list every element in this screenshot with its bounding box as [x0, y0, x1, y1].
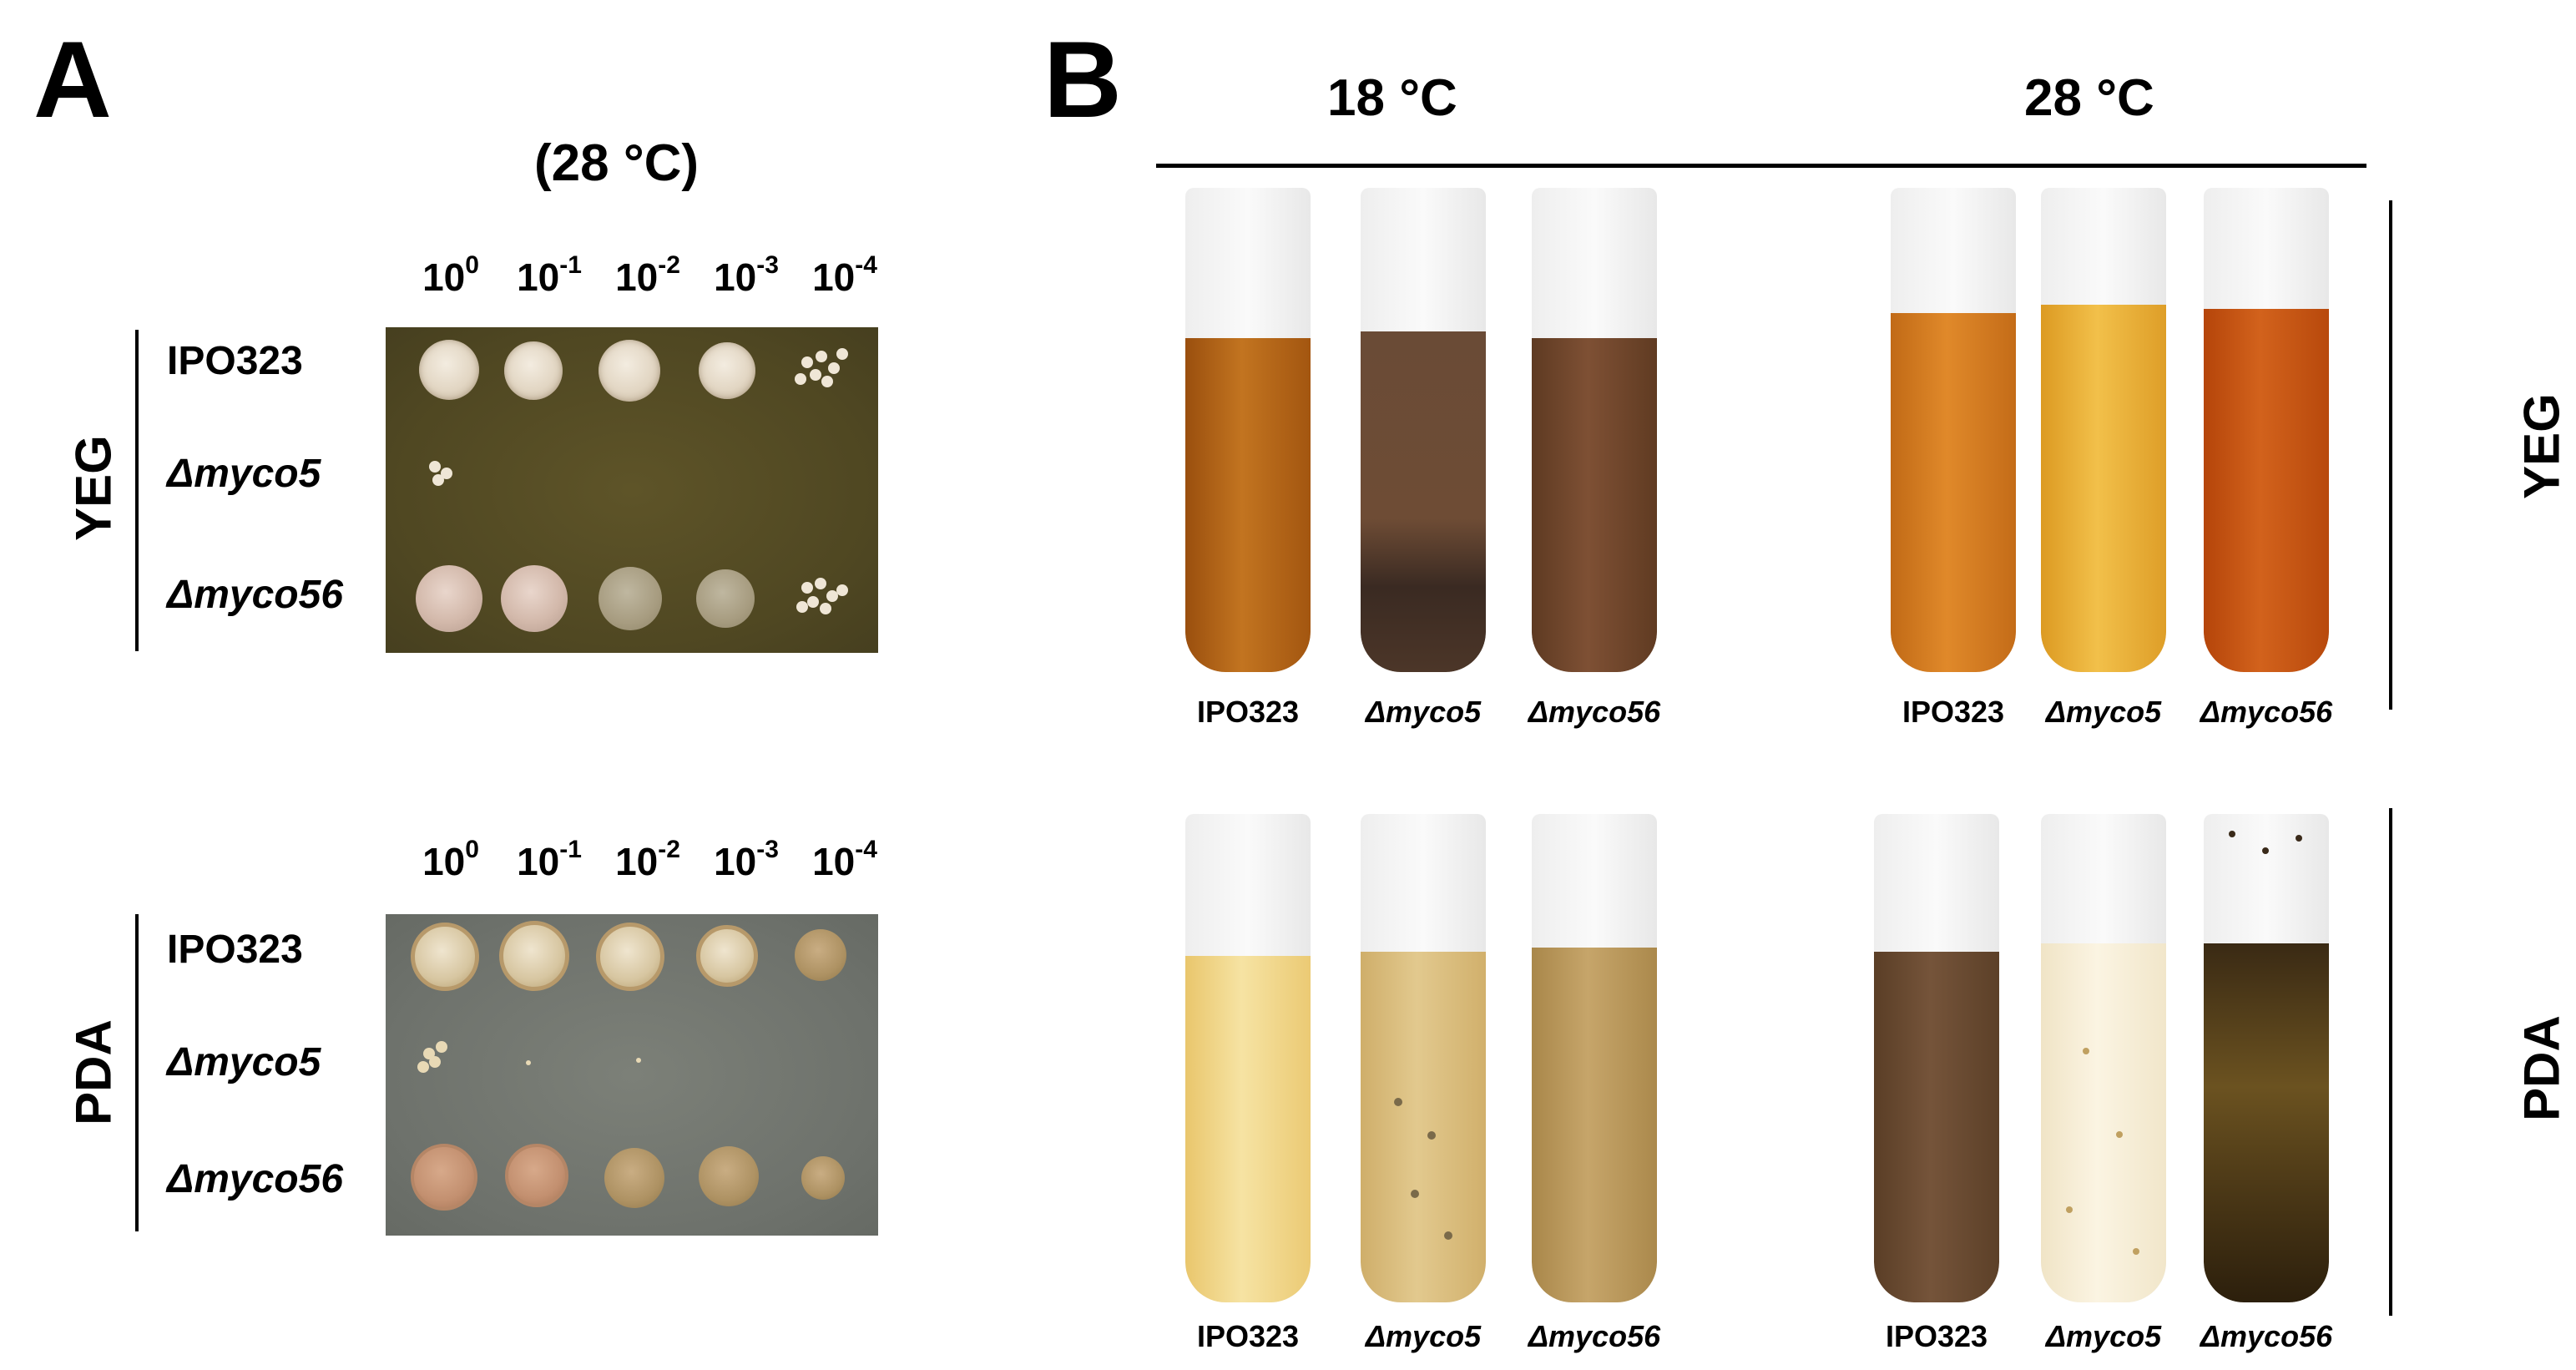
dilution-label: 100 [422, 251, 479, 299]
culture-tube [1361, 188, 1486, 672]
yeg-bracket [135, 330, 139, 651]
tube-label-myco5: Δmyco5 [1365, 1319, 1482, 1353]
colony-spot [411, 1144, 477, 1211]
colony-spot [501, 565, 568, 632]
colony-spot [419, 340, 479, 400]
colony-spot [416, 565, 482, 632]
colony-spot [604, 1148, 664, 1208]
dilution-label: 10-2 [615, 251, 680, 299]
culture-tube [1361, 814, 1486, 1302]
strain-label-myco56: Δmyco56 [167, 1157, 344, 1201]
dilution-label: 10-3 [714, 251, 779, 299]
yeg-bracket-b [2389, 200, 2392, 710]
dilution-label: 10-3 [714, 836, 779, 883]
tube-label-myco5: Δmyco5 [2045, 1319, 2162, 1353]
colony-spot [504, 341, 563, 400]
tube-label-ipo323: IPO323 [1902, 695, 2005, 729]
pda-bracket-b [2389, 808, 2392, 1316]
dilution-label: 10-1 [517, 836, 582, 883]
colony-spot [699, 342, 755, 399]
panel-a-label: A [33, 18, 112, 140]
colony-spot [696, 925, 758, 987]
colony-spot [795, 929, 846, 981]
pda-spot-plate [386, 914, 878, 1236]
colony-spot [599, 567, 662, 630]
colony-spot [505, 1144, 568, 1207]
culture-tube [2204, 188, 2329, 672]
tube-label-myco56: Δmyco56 [2200, 695, 2333, 729]
temperature-28: 28 °C [2024, 69, 2154, 127]
yeg-dilution-header: 100 10-1 10-2 10-3 10-4 [401, 251, 893, 330]
dilution-label: 10-4 [812, 836, 877, 883]
culture-tube [2041, 814, 2166, 1302]
culture-tube [1874, 814, 1999, 1302]
panel-b-label: B [1043, 18, 1122, 140]
tube-label-ipo323: IPO323 [1885, 1319, 1988, 1353]
culture-tube [1532, 188, 1657, 672]
pda-medium-label: PDA [65, 1019, 122, 1125]
yeg-medium-label-b: YEG [2513, 393, 2570, 499]
colony-spot [596, 923, 664, 991]
tube-label-myco5: Δmyco5 [1365, 695, 1482, 729]
panel-a-temperature: (28 °C) [534, 134, 700, 192]
tube-label-myco5: Δmyco5 [2045, 695, 2162, 729]
temperature-18: 18 °C [1327, 69, 1457, 127]
colony-spot [499, 921, 569, 991]
yeg-medium-label: YEG [65, 435, 122, 541]
colony-spot [411, 923, 479, 991]
tube-label-ipo323: IPO323 [1196, 695, 1300, 729]
colony-spot [599, 340, 660, 402]
colony-spot [699, 1146, 759, 1206]
culture-tube [1532, 814, 1657, 1302]
dilution-label: 10-2 [615, 836, 680, 883]
pda-medium-label-b: PDA [2513, 1015, 2570, 1121]
strain-label-myco5: Δmyco5 [167, 452, 321, 496]
strain-label-ipo323: IPO323 [167, 928, 303, 972]
strain-label-myco56: Δmyco56 [167, 573, 344, 617]
dilution-label: 10-4 [812, 251, 877, 299]
pda-bracket [135, 914, 139, 1231]
strain-label-myco5: Δmyco5 [167, 1040, 321, 1084]
dilution-label: 10-1 [517, 251, 582, 299]
colony-spot [801, 1156, 845, 1200]
temperature-divider [1156, 164, 2366, 168]
colony-spot [696, 569, 755, 628]
pda-dilution-header: 100 10-1 10-2 10-3 10-4 [401, 836, 893, 914]
tube-label-ipo323: IPO323 [1196, 1319, 1300, 1353]
culture-tube [1891, 188, 2016, 672]
yeg-spot-plate [386, 327, 878, 653]
strain-label-ipo323: IPO323 [167, 339, 303, 383]
tube-label-myco56: Δmyco56 [1528, 1319, 1661, 1353]
dilution-label: 100 [422, 836, 479, 883]
culture-tube [2041, 188, 2166, 672]
culture-tube [1185, 188, 1311, 672]
culture-tube [2204, 814, 2329, 1302]
tube-label-myco56: Δmyco56 [2200, 1319, 2333, 1353]
tube-label-myco56: Δmyco56 [1528, 695, 1661, 729]
culture-tube [1185, 814, 1311, 1302]
